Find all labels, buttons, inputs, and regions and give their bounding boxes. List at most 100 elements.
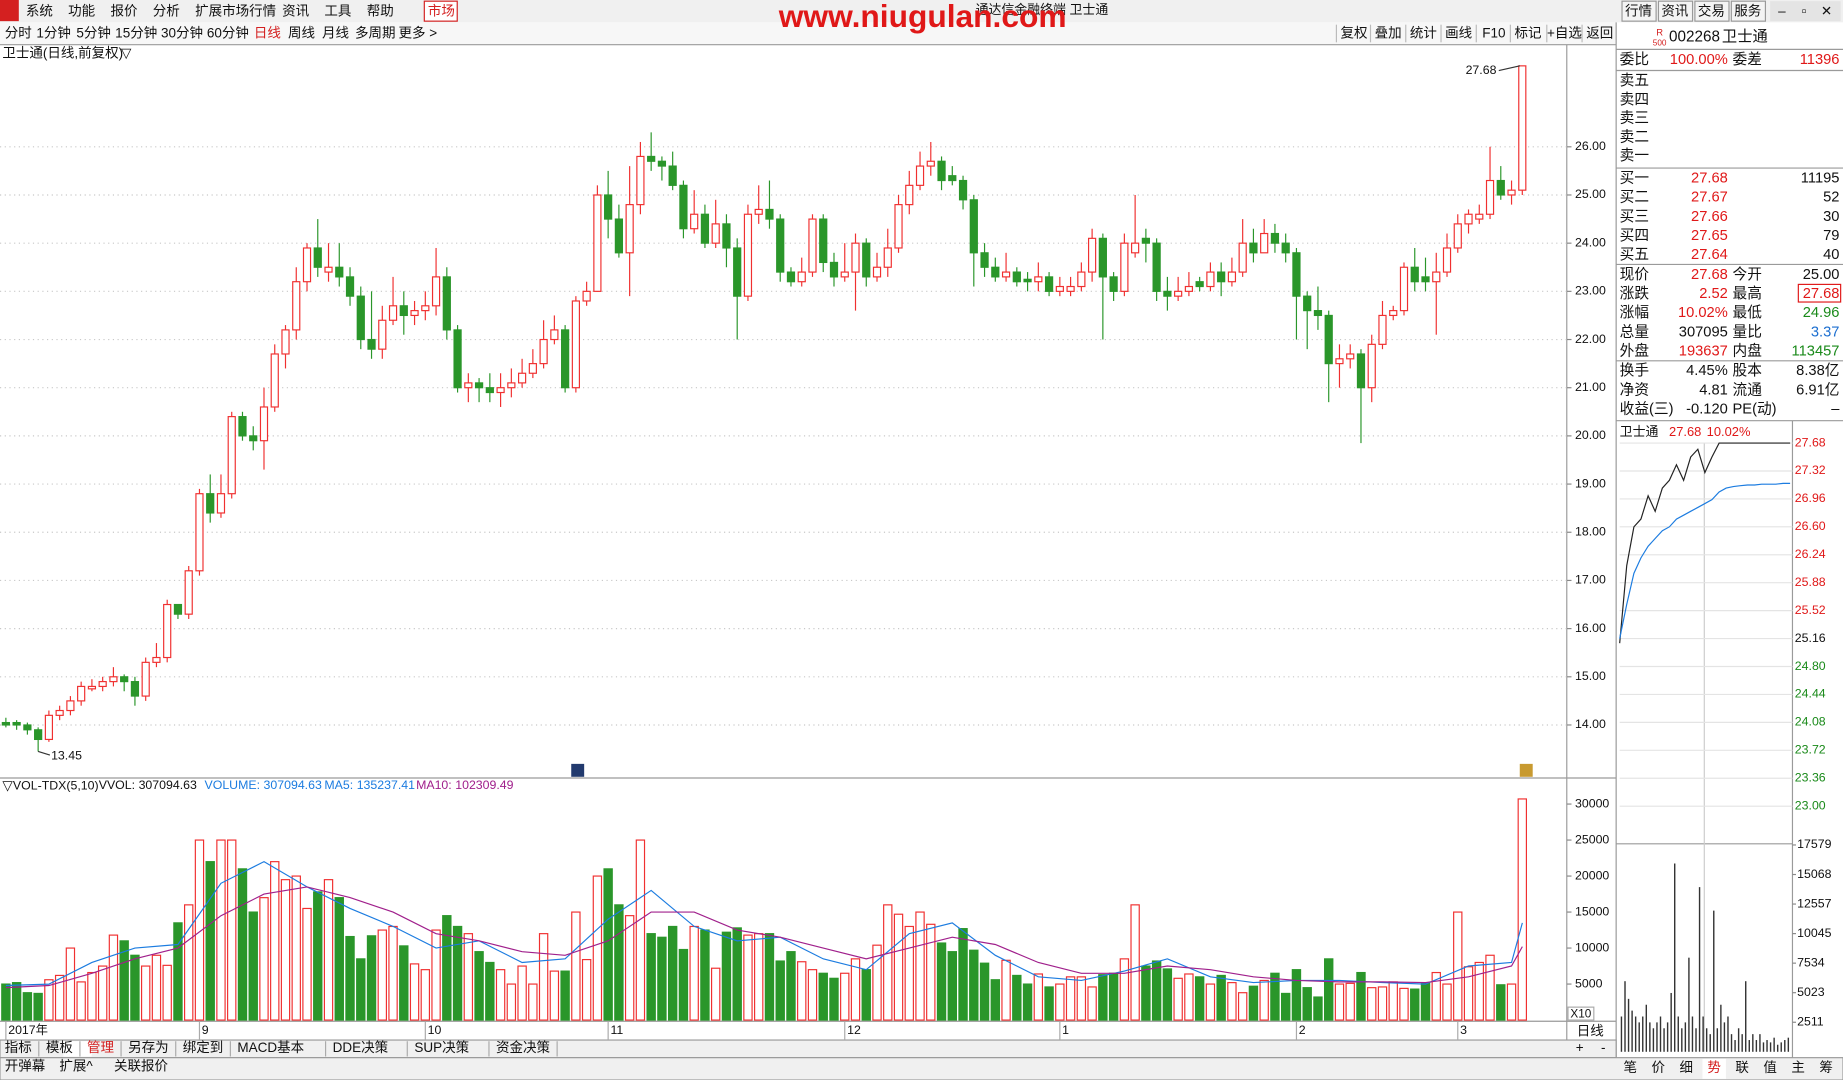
- y-tick-label: 10045: [1797, 926, 1831, 940]
- top-button[interactable]: 服务: [1734, 3, 1761, 18]
- menu-item[interactable]: 市场: [428, 2, 455, 18]
- quote-cell: 委差: [1733, 51, 1762, 68]
- side-tab[interactable]: 联: [1735, 1060, 1749, 1075]
- volume-bar: [248, 911, 258, 1021]
- quote-cell: 股本: [1733, 362, 1763, 379]
- x-tick-label: 3: [1460, 1023, 1467, 1037]
- candle-body: [776, 218, 785, 273]
- side-tab[interactable]: 细: [1679, 1060, 1693, 1075]
- toolbar-button[interactable]: F10: [1482, 26, 1505, 41]
- indicator-tab[interactable]: MACD基本: [237, 1039, 304, 1055]
- top-button[interactable]: 资讯: [1661, 3, 1689, 18]
- indicator-tab[interactable]: 指标: [5, 1040, 32, 1055]
- candle-body: [141, 661, 150, 697]
- button-frame[interactable]: [1730, 0, 1767, 22]
- side-tab[interactable]: 价: [1651, 1060, 1665, 1075]
- menu-item[interactable]: 报价: [110, 3, 138, 18]
- candle-body: [1399, 266, 1409, 312]
- indicator-tab[interactable]: SUP决策: [414, 1039, 469, 1055]
- minimize[interactable]: –: [1778, 3, 1786, 18]
- top-button[interactable]: 行情: [1625, 3, 1652, 18]
- candle-body: [474, 382, 484, 389]
- period-tab[interactable]: 多周期: [355, 25, 396, 41]
- candle-body: [1442, 247, 1452, 273]
- toolbar-button[interactable]: +自选: [1547, 26, 1582, 41]
- bid-cell: 27.65: [1691, 228, 1728, 244]
- y-tick-label: 22.00: [1575, 332, 1606, 346]
- dropdown-icon[interactable]: ▽: [2, 778, 13, 793]
- top-button[interactable]: 交易: [1698, 2, 1725, 18]
- toolbar-button[interactable]: 统计: [1410, 26, 1437, 41]
- indicator-tab[interactable]: 绑定到: [183, 1040, 224, 1055]
- period-tab[interactable]: 日线: [254, 26, 281, 41]
- button-frame[interactable]: [1694, 0, 1730, 22]
- indicator-tab[interactable]: 资金决策: [496, 1039, 551, 1055]
- period-tab[interactable]: 15分钟: [115, 25, 157, 41]
- period-tab[interactable]: 更多 >: [398, 25, 437, 41]
- side-tab[interactable]: 筹: [1819, 1059, 1833, 1075]
- dropdown-icon[interactable]: ▽: [121, 46, 132, 61]
- zoom-out[interactable]: -: [1601, 1040, 1606, 1055]
- candle-body: [302, 247, 312, 283]
- menu-item[interactable]: 帮助: [367, 3, 394, 18]
- toolbar-button[interactable]: 复权: [1341, 25, 1369, 41]
- candle-body: [1303, 295, 1312, 312]
- menu-item[interactable]: 功能: [68, 3, 95, 18]
- toolbar-button[interactable]: 标记: [1514, 26, 1541, 41]
- window-controls[interactable]: [1770, 1, 1841, 22]
- side-tab[interactable]: 值: [1763, 1060, 1777, 1075]
- period-tab[interactable]: 周线: [288, 26, 315, 41]
- restore[interactable]: ▫: [1802, 3, 1807, 18]
- menu-item[interactable]: 分析: [153, 3, 180, 18]
- indicator-tab[interactable]: 另存为: [128, 1040, 169, 1055]
- volume-bar: [1151, 960, 1162, 1021]
- side-tab[interactable]: 主: [1791, 1060, 1805, 1075]
- candle-body: [1281, 242, 1290, 254]
- candle-body: [1346, 353, 1355, 360]
- period-tab[interactable]: 60分钟: [207, 25, 249, 41]
- candle-body: [517, 372, 527, 384]
- active-side-tab: [1702, 1058, 1726, 1079]
- volume-bar: [313, 891, 323, 1021]
- close[interactable]: ✕: [1821, 3, 1832, 18]
- x-tick-label: 10: [428, 1023, 442, 1037]
- volume-bar: [1302, 987, 1312, 1021]
- candle-body: [722, 223, 731, 249]
- y-tick-label: 19.00: [1575, 476, 1606, 490]
- zoom-in[interactable]: +: [1576, 1040, 1584, 1055]
- indicator-tab[interactable]: DDE决策: [333, 1039, 389, 1055]
- period-tab[interactable]: 分时: [5, 26, 32, 41]
- candle-body: [1044, 276, 1054, 292]
- candle-body: [1055, 285, 1064, 292]
- side-tab[interactable]: 笔: [1624, 1060, 1638, 1075]
- side-tab[interactable]: 势: [1707, 1060, 1721, 1075]
- candle-body: [12, 721, 21, 726]
- menu-item[interactable]: 资讯: [282, 3, 310, 18]
- period-tab[interactable]: 月线: [322, 26, 349, 41]
- period-tab[interactable]: 5分钟: [76, 25, 111, 41]
- button-frame[interactable]: [1657, 0, 1694, 22]
- toolbar-button[interactable]: 叠加: [1375, 26, 1402, 41]
- toolbar-button[interactable]: 返回: [1586, 26, 1613, 41]
- status-tab[interactable]: 开弹幕: [5, 1059, 46, 1074]
- candle-body: [1227, 271, 1237, 283]
- period-tab[interactable]: 1分钟: [36, 25, 71, 41]
- button-frame[interactable]: [1621, 0, 1657, 22]
- quote-cell: 4.45%: [1686, 363, 1728, 379]
- indicator-tab[interactable]: 管理: [87, 1040, 115, 1055]
- period-tab[interactable]: 30分钟: [161, 25, 203, 41]
- volume-bar: [474, 951, 484, 1021]
- candle-body: [636, 155, 645, 206]
- menu-item[interactable]: 系统: [26, 3, 53, 18]
- indicator-tab[interactable]: 模板: [46, 1040, 74, 1055]
- candle-body: [561, 329, 570, 389]
- menu-item[interactable]: 扩展市场行情: [195, 2, 276, 18]
- status-tab[interactable]: 扩展^: [59, 1059, 93, 1074]
- volume-bar: [538, 933, 549, 1021]
- volume-bar: [54, 974, 65, 1021]
- status-tab[interactable]: 关联报价: [114, 1059, 169, 1074]
- menu-item[interactable]: 工具: [324, 3, 351, 18]
- quote-cell: 换手: [1620, 362, 1649, 379]
- toolbar-button[interactable]: 画线: [1445, 26, 1472, 41]
